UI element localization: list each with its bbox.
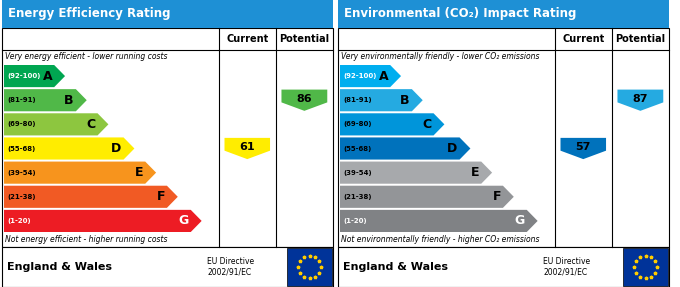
Text: (92-100): (92-100) [7, 73, 40, 79]
Polygon shape [4, 162, 156, 184]
Text: Very environmentally friendly - lower CO₂ emissions: Very environmentally friendly - lower CO… [341, 52, 539, 61]
Text: E: E [135, 166, 143, 179]
Polygon shape [340, 186, 514, 208]
Polygon shape [617, 90, 663, 111]
Text: (1-20): (1-20) [7, 218, 31, 224]
Bar [288, 248, 332, 286]
Text: D: D [447, 142, 458, 155]
Text: A: A [379, 69, 388, 83]
Text: (55-68): (55-68) [343, 146, 371, 152]
Polygon shape [4, 65, 65, 87]
Bar [338, 247, 669, 287]
Text: Current: Current [562, 34, 605, 44]
Text: G: G [179, 214, 189, 227]
Polygon shape [340, 162, 492, 184]
Text: EU Directive
2002/91/EC: EU Directive 2002/91/EC [207, 257, 254, 277]
Polygon shape [340, 210, 538, 232]
Text: (69-80): (69-80) [7, 121, 35, 127]
Text: (39-54): (39-54) [7, 170, 35, 176]
Polygon shape [340, 65, 401, 87]
Text: Potential: Potential [615, 34, 666, 44]
Text: (69-80): (69-80) [343, 121, 371, 127]
Polygon shape [224, 138, 270, 159]
Polygon shape [4, 186, 177, 208]
Text: Current: Current [226, 34, 269, 44]
Text: (81-91): (81-91) [7, 97, 35, 103]
Text: England & Wales: England & Wales [343, 262, 448, 272]
Bar [624, 248, 668, 286]
Polygon shape [340, 137, 471, 160]
Text: Potential: Potential [279, 34, 329, 44]
Text: 87: 87 [632, 94, 648, 104]
Text: (81-91): (81-91) [343, 97, 372, 103]
Bar [338, 28, 669, 247]
Text: (21-38): (21-38) [7, 194, 35, 200]
Text: C: C [86, 118, 95, 131]
Polygon shape [4, 113, 108, 135]
Polygon shape [4, 210, 202, 232]
Text: B: B [401, 94, 410, 107]
Bar [2, 0, 333, 28]
Text: 86: 86 [296, 94, 312, 104]
Polygon shape [4, 89, 87, 111]
Polygon shape [340, 89, 423, 111]
Text: EU Directive
2002/91/EC: EU Directive 2002/91/EC [543, 257, 590, 277]
Text: F: F [156, 190, 165, 203]
Text: England & Wales: England & Wales [7, 262, 112, 272]
Text: 61: 61 [239, 142, 255, 152]
Text: (92-100): (92-100) [343, 73, 376, 79]
Text: F: F [492, 190, 501, 203]
Bar [2, 247, 333, 287]
Text: Not environmentally friendly - higher CO₂ emissions: Not environmentally friendly - higher CO… [341, 235, 539, 244]
Polygon shape [4, 137, 135, 160]
Text: (1-20): (1-20) [343, 218, 367, 224]
Polygon shape [340, 113, 445, 135]
Text: (21-38): (21-38) [343, 194, 371, 200]
Text: Environmental (CO₂) Impact Rating: Environmental (CO₂) Impact Rating [344, 7, 577, 20]
Text: D: D [112, 142, 122, 155]
Polygon shape [560, 138, 606, 159]
Text: E: E [471, 166, 479, 179]
Text: B: B [65, 94, 74, 107]
Text: A: A [43, 69, 52, 83]
Text: (55-68): (55-68) [7, 146, 35, 152]
Text: (39-54): (39-54) [343, 170, 372, 176]
Bar [338, 0, 669, 28]
Text: 57: 57 [575, 142, 591, 152]
Text: Energy Efficiency Rating: Energy Efficiency Rating [8, 7, 171, 20]
Bar [2, 28, 333, 247]
Polygon shape [282, 90, 327, 111]
Text: G: G [515, 214, 525, 227]
Text: Not energy efficient - higher running costs: Not energy efficient - higher running co… [5, 235, 167, 244]
Text: C: C [422, 118, 432, 131]
Text: Very energy efficient - lower running costs: Very energy efficient - lower running co… [5, 52, 167, 61]
